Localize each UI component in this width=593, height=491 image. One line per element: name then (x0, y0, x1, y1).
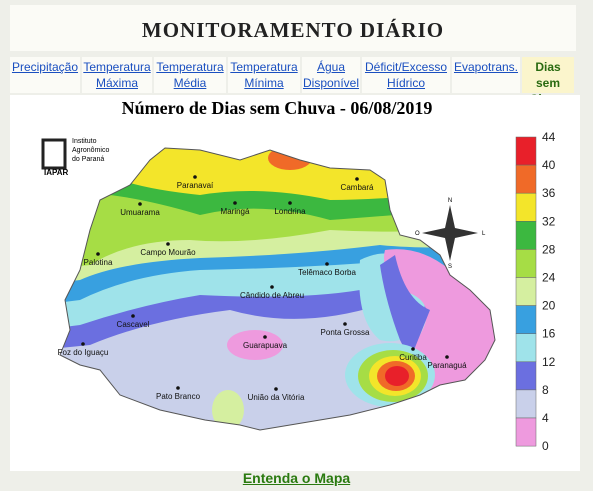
city-label: União da Vitória (248, 393, 305, 402)
nav-link[interactable]: Temperatura Mínima (228, 57, 300, 93)
nav-link[interactable]: Água Disponível (302, 57, 360, 93)
legend-swatch (515, 389, 537, 419)
city-dot (263, 335, 267, 339)
nav-label: Disponível (302, 76, 360, 90)
compass-letter: O (415, 231, 420, 237)
city-dot (288, 201, 292, 205)
city-label: Foz do Iguaçu (58, 348, 109, 357)
city-dot (274, 387, 278, 391)
nav-link[interactable]: Déficit/Excesso Hídrico (362, 57, 450, 93)
city-label: Palotina (84, 258, 113, 267)
nav-link[interactable]: Temperatura Máxima (82, 57, 152, 93)
legend-label: 12 (542, 355, 556, 369)
city-label: Ponta Grossa (321, 328, 370, 337)
city-label: Cândido de Abreu (240, 291, 304, 300)
compass-letter: S (448, 264, 452, 270)
legend-label: 4 (542, 411, 549, 425)
city-dot (193, 175, 197, 179)
footer-link[interactable]: Entenda o Mapa (242, 470, 351, 486)
legend-label: 24 (542, 271, 556, 285)
city-label: Campo Mourão (140, 248, 196, 257)
nav-label: Máxima (95, 76, 138, 90)
legend-swatch (515, 305, 537, 334)
nav-label: Temperatura (83, 60, 151, 74)
legend-swatch (515, 333, 537, 363)
map-panel: Número de Dias sem Chuva - 06/08/2019 IA… (10, 95, 580, 471)
city-dot (131, 314, 135, 318)
logo-abbr: IAPAR (44, 168, 69, 177)
legend-label: 16 (542, 327, 556, 341)
legend-swatch (515, 221, 537, 250)
city-label: Londrina (274, 207, 306, 216)
city-label: Umuarama (120, 208, 160, 217)
city-dot (233, 201, 237, 205)
logo: IAPAR Instituto Agronômico do Paraná (41, 138, 109, 177)
city-label: Cascavel (117, 320, 150, 329)
footer: Entenda o Mapa (0, 470, 593, 488)
map: Número de Dias sem Chuva - 06/08/2019 IA… (41, 98, 556, 453)
compass: N L S O (415, 198, 486, 270)
nav-link[interactable]: Temperatura Média (154, 57, 226, 93)
nav-label: Dias sem (535, 60, 561, 90)
nav-link[interactable]: Precipitação (10, 57, 80, 93)
city-dot (325, 262, 329, 266)
map-title: Número de Dias sem Chuva - 06/08/2019 (122, 98, 433, 118)
nav-label: Mínima (244, 76, 284, 90)
city-label: Paranaguá (427, 361, 467, 370)
legend-swatch (515, 417, 537, 447)
legend-swatch (515, 361, 537, 391)
city-dot (343, 322, 347, 326)
legend-swatch (515, 249, 537, 278)
city-label: Pato Branco (156, 392, 201, 401)
city-dot (138, 202, 142, 206)
nav-label: Média (173, 76, 207, 90)
city-label: Paranavaí (177, 181, 214, 190)
city-label: Curitiba (399, 353, 427, 362)
city-dot (176, 386, 180, 390)
nav-label: Água (316, 60, 346, 74)
banner-title: MONITORAMENTO DIÁRIO (141, 18, 445, 42)
legend-label: 0 (542, 439, 549, 453)
nav-label: Temperatura (156, 60, 224, 74)
compass-letter: L (482, 231, 486, 237)
logo-line: Instituto (72, 138, 97, 145)
legend-label: 40 (542, 158, 556, 172)
legend-label: 20 (542, 299, 556, 313)
city-label: Guarapuava (243, 341, 288, 350)
logo-line: Agronômico (72, 147, 109, 154)
legend-label: 8 (542, 383, 549, 397)
city-dot (445, 355, 449, 359)
map-fill (60, 148, 495, 430)
nav: Precipitação Temperatura Máxima Temperatura… (10, 57, 580, 106)
compass-letter: N (448, 198, 452, 204)
legend-swatch (515, 192, 537, 222)
city-dot (355, 177, 359, 181)
banner: MONITORAMENTO DIÁRIO (10, 5, 576, 51)
city-label: Telêmaco Borba (298, 268, 356, 277)
legend-label: 28 (542, 242, 556, 256)
legend-label: 44 (542, 130, 556, 144)
legend-label: 36 (542, 186, 556, 200)
city-dot (81, 342, 85, 346)
city-label: Maringá (221, 207, 250, 216)
legend-swatch (515, 136, 537, 166)
city-label: Cambará (341, 183, 374, 192)
legend-label: 32 (542, 214, 556, 228)
city-dot (166, 242, 170, 246)
logo-line: do Paraná (72, 156, 104, 163)
city-dot (270, 285, 274, 289)
nav-label: Temperatura (230, 60, 298, 74)
nav-label: Evapotrans. (453, 60, 519, 74)
legend-swatch (515, 277, 537, 306)
nav-label: Hídrico (386, 76, 425, 90)
nav-link[interactable]: Evapotrans. (452, 57, 520, 93)
nav-label: Déficit/Excesso (364, 60, 448, 74)
nav-label: Precipitação (11, 60, 79, 74)
legend-swatch (515, 164, 537, 194)
city-dot (96, 252, 100, 256)
city-dot (411, 347, 415, 351)
